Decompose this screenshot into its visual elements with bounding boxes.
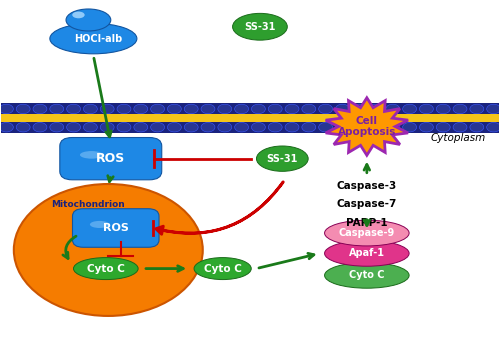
FancyBboxPatch shape — [60, 137, 162, 180]
FancyArrowPatch shape — [156, 182, 284, 234]
Circle shape — [201, 104, 215, 114]
Text: Cytoplasm: Cytoplasm — [431, 133, 486, 143]
Text: Mitochondrion: Mitochondrion — [52, 200, 126, 209]
Text: Apaf-1: Apaf-1 — [349, 248, 385, 258]
Circle shape — [168, 104, 181, 114]
Circle shape — [268, 104, 282, 114]
Circle shape — [486, 122, 500, 132]
Ellipse shape — [90, 221, 110, 228]
Circle shape — [352, 104, 366, 114]
Circle shape — [16, 104, 30, 114]
Polygon shape — [326, 98, 408, 155]
Circle shape — [50, 104, 64, 114]
Circle shape — [117, 122, 131, 132]
Text: ROS: ROS — [103, 223, 128, 233]
Ellipse shape — [194, 257, 251, 280]
Circle shape — [100, 122, 114, 132]
Text: PARP-1: PARP-1 — [346, 218, 388, 228]
Circle shape — [285, 104, 299, 114]
Circle shape — [386, 122, 400, 132]
Circle shape — [0, 122, 14, 132]
Circle shape — [336, 122, 349, 132]
Text: Caspase-9: Caspase-9 — [338, 228, 395, 238]
Text: HOCl-alb: HOCl-alb — [74, 34, 122, 44]
Circle shape — [201, 122, 215, 132]
Text: Cyto C: Cyto C — [204, 264, 242, 273]
Text: Cyto C: Cyto C — [349, 270, 384, 280]
Text: Caspase-7: Caspase-7 — [336, 199, 397, 209]
Circle shape — [134, 104, 147, 114]
Circle shape — [402, 104, 416, 114]
Ellipse shape — [74, 257, 138, 280]
Circle shape — [84, 104, 98, 114]
Ellipse shape — [72, 12, 85, 18]
Circle shape — [436, 122, 450, 132]
Text: Caspase-3: Caspase-3 — [336, 181, 397, 191]
Text: Cyto C: Cyto C — [87, 264, 124, 273]
Circle shape — [318, 122, 332, 132]
Circle shape — [33, 104, 47, 114]
Circle shape — [0, 104, 14, 114]
Circle shape — [285, 122, 299, 132]
Circle shape — [117, 104, 131, 114]
Circle shape — [84, 122, 98, 132]
Text: SS-31: SS-31 — [244, 22, 276, 32]
Text: SS-31: SS-31 — [266, 154, 298, 164]
Circle shape — [100, 104, 114, 114]
Circle shape — [420, 104, 434, 114]
Circle shape — [453, 104, 467, 114]
Ellipse shape — [232, 13, 287, 40]
Ellipse shape — [324, 220, 409, 246]
Circle shape — [50, 122, 64, 132]
Bar — [2, 103, 498, 133]
Ellipse shape — [50, 24, 137, 54]
Circle shape — [369, 122, 383, 132]
Circle shape — [184, 104, 198, 114]
Ellipse shape — [324, 263, 409, 288]
Circle shape — [436, 104, 450, 114]
Circle shape — [150, 122, 164, 132]
Ellipse shape — [66, 9, 111, 31]
Circle shape — [470, 122, 484, 132]
Circle shape — [234, 104, 248, 114]
Circle shape — [302, 122, 316, 132]
Circle shape — [352, 122, 366, 132]
Circle shape — [470, 104, 484, 114]
Ellipse shape — [80, 151, 103, 159]
Ellipse shape — [256, 146, 308, 171]
Circle shape — [218, 122, 232, 132]
Circle shape — [184, 122, 198, 132]
Circle shape — [420, 122, 434, 132]
Circle shape — [486, 104, 500, 114]
Circle shape — [252, 122, 266, 132]
Text: Cell
Apoptosis: Cell Apoptosis — [338, 116, 396, 137]
Circle shape — [134, 122, 147, 132]
Circle shape — [318, 104, 332, 114]
Circle shape — [33, 122, 47, 132]
Circle shape — [66, 122, 80, 132]
Circle shape — [369, 104, 383, 114]
Circle shape — [336, 104, 349, 114]
FancyArrowPatch shape — [63, 236, 76, 258]
Circle shape — [66, 104, 80, 114]
Circle shape — [453, 122, 467, 132]
Ellipse shape — [324, 240, 409, 266]
Circle shape — [402, 122, 416, 132]
Circle shape — [150, 104, 164, 114]
Circle shape — [16, 122, 30, 132]
Circle shape — [252, 104, 266, 114]
FancyBboxPatch shape — [72, 209, 159, 247]
Bar — [2, 114, 498, 122]
Circle shape — [168, 122, 181, 132]
Circle shape — [268, 122, 282, 132]
Circle shape — [218, 104, 232, 114]
Circle shape — [386, 104, 400, 114]
Circle shape — [302, 104, 316, 114]
Text: ROS: ROS — [96, 152, 126, 165]
Circle shape — [234, 122, 248, 132]
Ellipse shape — [14, 184, 203, 316]
